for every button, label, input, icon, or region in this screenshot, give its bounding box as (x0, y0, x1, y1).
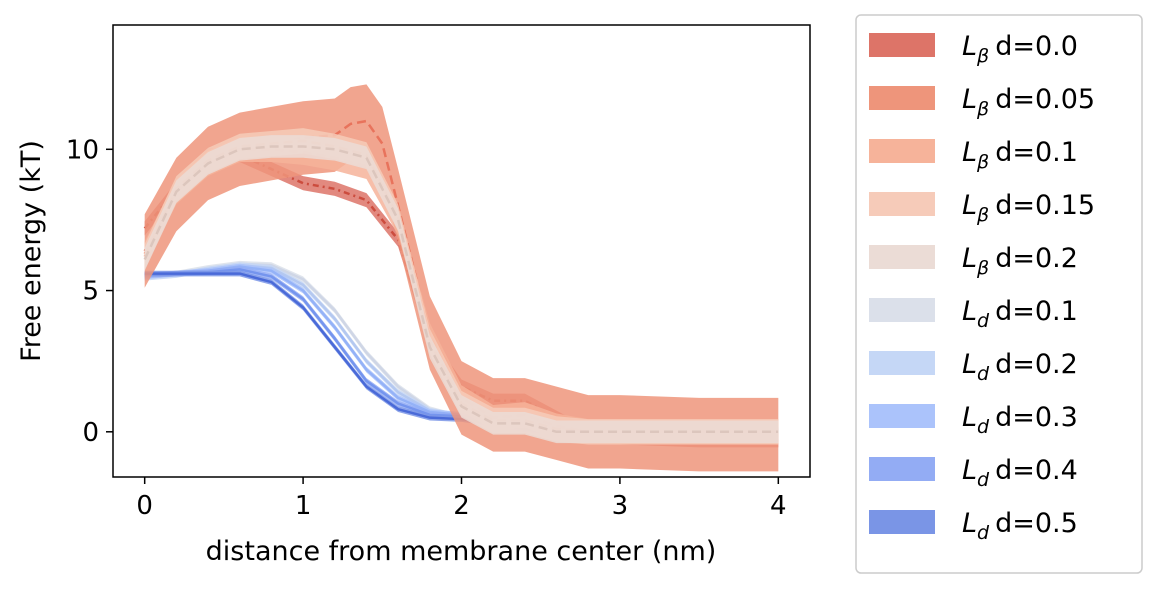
legend-label: Ld d=0.3 (962, 402, 1078, 438)
legend-swatch (869, 404, 935, 428)
legend-item-lbeta-00: Lβ d=0.0 (869, 31, 1078, 67)
legend-item-lbeta-02: Lβ d=0.2 (869, 243, 1078, 279)
x-tick-label: 1 (295, 491, 312, 521)
x-tick-label: 2 (453, 491, 470, 521)
x-tick-label: 3 (612, 491, 629, 521)
legend-item-ld-05: Ld d=0.5 (869, 508, 1078, 544)
legend-item-lbeta-015: Lβ d=0.15 (869, 190, 1095, 226)
legend-swatch (869, 510, 935, 534)
legend-item-ld-04: Ld d=0.4 (869, 455, 1078, 491)
x-tick-label: 0 (136, 491, 153, 521)
legend-label: Lβ d=0.15 (962, 190, 1095, 226)
line-lbeta-02 (143, 145, 779, 434)
legend-item-ld-02: Ld d=0.2 (869, 349, 1078, 385)
x-axis-label: distance from membrane center (nm) (206, 536, 717, 567)
legend-swatch (869, 351, 935, 375)
legend-label: Lβ d=0.1 (962, 137, 1078, 173)
x-tick-label: 4 (770, 491, 787, 521)
plot-area (143, 84, 779, 472)
legend-item-ld-03: Ld d=0.3 (869, 402, 1078, 438)
legend-label: Lβ d=0.2 (962, 243, 1078, 279)
legend-swatch (869, 298, 935, 322)
y-tick-label: 0 (82, 418, 99, 448)
legend: Lβ d=0.0 Lβ d=0.05 Lβ d=0.1 Lβ d=0.15 Lβ d=0.2 Ld d… (855, 14, 1143, 574)
legend-swatch (869, 33, 935, 57)
legend-label: Ld d=0.2 (962, 349, 1078, 385)
legend-swatch (869, 139, 935, 163)
series-lbeta-02 (143, 135, 779, 444)
legend-label: Lβ d=0.05 (962, 84, 1095, 120)
legend-label: Ld d=0.5 (962, 508, 1078, 544)
legend-label: Ld d=0.4 (962, 455, 1078, 491)
y-tick-label: 5 (82, 277, 99, 307)
y-axis: 0 5 10 (66, 135, 113, 448)
legend-label: Lβ d=0.0 (962, 31, 1078, 67)
legend-item-lbeta-005: Lβ d=0.05 (869, 84, 1095, 120)
y-tick-label: 10 (66, 135, 99, 165)
legend-item-lbeta-01: Lβ d=0.1 (869, 137, 1078, 173)
x-axis: 0 1 2 3 4 (136, 477, 787, 521)
legend-swatch (869, 192, 935, 216)
legend-item-ld-01: Ld d=0.1 (869, 296, 1078, 332)
y-axis-label: Free energy (kT) (16, 140, 47, 362)
legend-swatch (869, 86, 935, 110)
legend-swatch (869, 457, 935, 481)
band-lbeta-02 (144, 135, 779, 444)
legend-label: Ld d=0.1 (962, 296, 1078, 332)
legend-swatch (869, 245, 935, 269)
